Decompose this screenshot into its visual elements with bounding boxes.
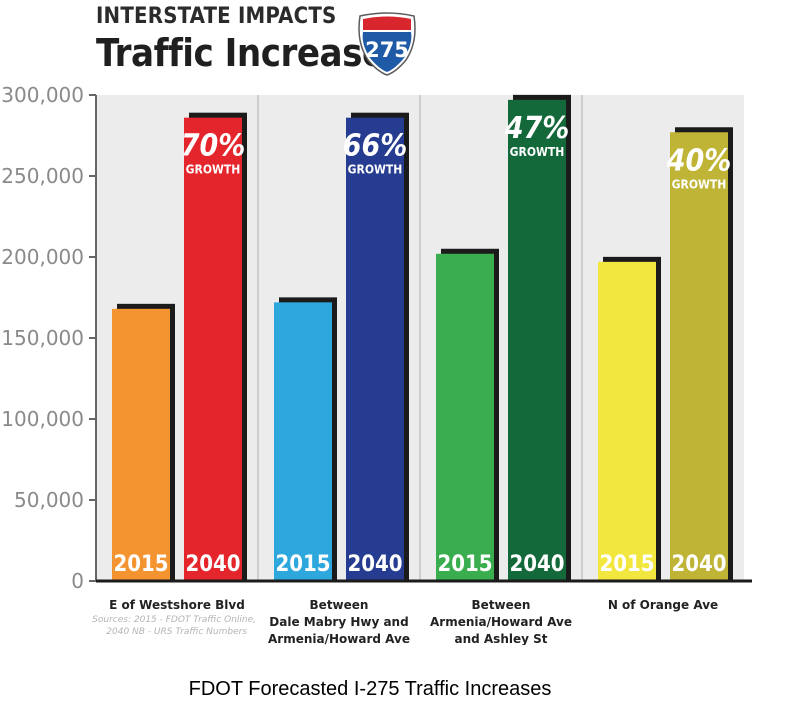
bar-year-label: 2015	[437, 552, 492, 577]
growth-word-label: GROWTH	[510, 145, 565, 159]
category-labels: E of Westshore Blvd Between Dale Mabry Hwy…	[109, 598, 718, 645]
source-note-line-1: Sources: 2015 - FDOT Traffic Online,	[92, 615, 256, 625]
bar	[184, 117, 242, 582]
y-tick-label: 300,000	[1, 85, 84, 107]
shield-number: 275	[365, 38, 409, 62]
interstate-shield-icon: 275	[358, 12, 416, 76]
category-label: and Ashley St	[454, 632, 547, 645]
bar-chart: 0 50,000 100,000 150,000 200,000 250,000 300,0…	[1, 85, 752, 645]
growth-percent-label: 40%	[666, 143, 732, 178]
bar	[598, 261, 656, 581]
bar	[670, 132, 728, 581]
figure-caption: FDOT Forecasted I-275 Traffic Increases	[188, 678, 552, 700]
bar	[274, 302, 332, 581]
bar-year-label: 2040	[671, 552, 726, 577]
category-label: Dale Mabry Hwy and	[269, 615, 408, 629]
bar	[112, 308, 170, 581]
category-label: E of Westshore Blvd	[109, 598, 245, 612]
chart-kicker: INTERSTATE IMPACTS	[96, 4, 337, 29]
growth-percent-label: 47%	[504, 111, 570, 146]
bar-year-label: 2040	[185, 552, 240, 577]
bar	[508, 99, 566, 582]
y-tick-label: 50,000	[14, 488, 84, 512]
y-tick-label: 0	[71, 569, 84, 593]
category-label: Armenia/Howard Ave	[430, 615, 572, 629]
category-label: N of Orange Ave	[608, 598, 718, 612]
bar	[436, 253, 494, 581]
y-tick-label: 250,000	[1, 164, 84, 188]
bar-year-label: 2015	[113, 552, 168, 577]
growth-word-label: GROWTH	[186, 163, 241, 177]
category-label: Between	[310, 598, 369, 612]
growth-word-label: GROWTH	[348, 163, 403, 177]
chart-title: Traffic Increases	[96, 31, 405, 75]
source-note-line-2: 2040 NB - URS Traffic Numbers	[106, 627, 247, 637]
y-tick-label: 200,000	[1, 245, 84, 269]
category-label: Armenia/Howard Ave	[268, 632, 410, 645]
growth-word-label: GROWTH	[672, 177, 727, 191]
bar-year-label: 2040	[347, 552, 402, 577]
bar-year-label: 2015	[275, 552, 330, 577]
growth-percent-label: 66%	[343, 129, 408, 164]
bar	[346, 117, 404, 582]
growth-percent-label: 70%	[181, 129, 246, 164]
y-tick-label: 150,000	[1, 326, 84, 350]
category-separators	[257, 95, 583, 581]
y-axis: 0 50,000 100,000 150,000 200,000 250,000 300,0…	[1, 85, 97, 593]
bar-year-label: 2040	[509, 552, 564, 577]
bar-year-label: 2015	[599, 552, 654, 577]
y-tick-label: 100,000	[1, 407, 84, 431]
category-label: Between	[472, 598, 531, 612]
